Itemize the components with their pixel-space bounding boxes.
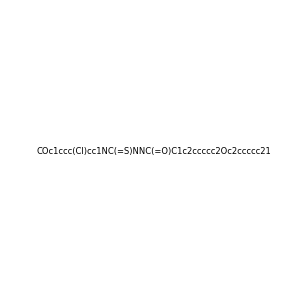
Text: COc1ccc(Cl)cc1NC(=S)NNC(=O)C1c2ccccc2Oc2ccccc21: COc1ccc(Cl)cc1NC(=S)NNC(=O)C1c2ccccc2Oc2… <box>36 147 271 156</box>
